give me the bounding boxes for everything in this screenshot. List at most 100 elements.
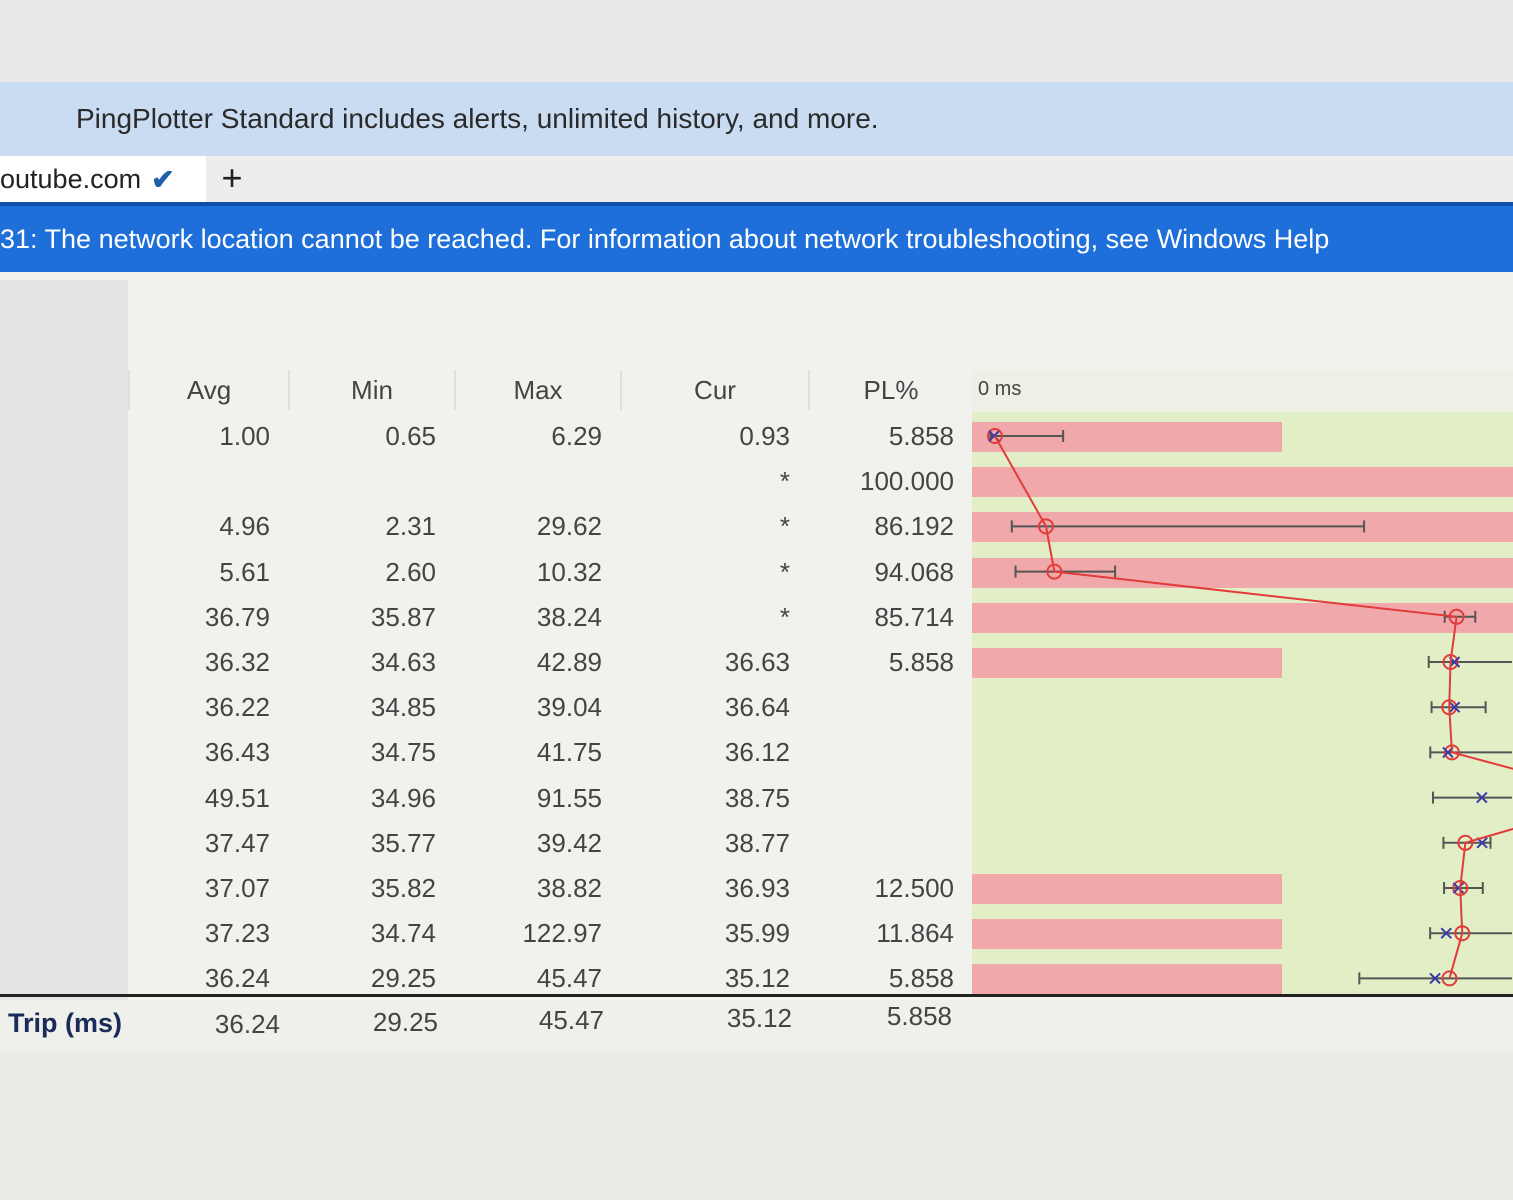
cell-avg — [128, 463, 270, 499]
cell-cur: 0.93 — [739, 421, 790, 451]
trip-min: 29.25 — [372, 1007, 438, 1037]
cell-max: 29.62 — [536, 511, 602, 542]
cell-cur: * — [779, 556, 790, 587]
avg-latency-marker — [986, 428, 1003, 444]
current-latency-marker — [1429, 972, 1441, 985]
current-latency-marker — [1440, 927, 1452, 939]
current-latency-marker — [1448, 701, 1461, 713]
cell-min: 34.74 — [370, 918, 436, 949]
trip-max: 45.47 — [538, 1005, 604, 1035]
cell-avg: 5.61 — [219, 556, 270, 587]
cell-pl: 5.858 — [888, 647, 954, 677]
tab-target[interactable]: outube.com ✔ — [0, 156, 206, 202]
cell-max: 38.82 — [536, 873, 602, 903]
cell-max: 6.29 — [551, 421, 602, 451]
tab-bar: outube.com ✔ + — [0, 156, 1513, 202]
cell-cur: 38.77 — [724, 827, 790, 858]
cell-min: 34.75 — [370, 737, 436, 768]
cell-cur: 38.75 — [724, 782, 790, 813]
cell-min: 34.96 — [370, 782, 436, 813]
cell-avg: 36.24 — [204, 963, 270, 994]
packet-loss-bar — [972, 467, 1513, 498]
cell-max: 39.42 — [536, 827, 602, 858]
column-header-cur[interactable]: Cur — [620, 370, 808, 410]
trip-avg: 36.24 — [214, 1009, 280, 1039]
packet-loss-bar — [972, 919, 1282, 950]
cell-pl: 5.858 — [888, 963, 954, 994]
cell-pl — [808, 825, 954, 861]
cell-max: 91.55 — [536, 782, 602, 813]
cell-cur: * — [779, 601, 790, 632]
cell-pl: 12.500 — [874, 873, 954, 903]
cell-avg: 1.00 — [219, 421, 270, 451]
cell-max: 10.32 — [536, 556, 602, 587]
cell-pl: 100.000 — [860, 466, 954, 497]
tab-label: outube.com — [0, 163, 142, 194]
error-message: 31: The network location cannot be reach… — [0, 223, 1330, 254]
packet-loss-bar — [972, 648, 1282, 678]
check-icon: ✔ — [151, 163, 175, 195]
packet-loss-bar — [972, 602, 1513, 633]
cell-avg: 4.96 — [219, 511, 270, 542]
cell-pl: 94.068 — [874, 556, 954, 587]
cell-pl: 5.858 — [888, 421, 954, 451]
add-tab-button[interactable]: + — [221, 157, 243, 198]
cell-avg: 37.47 — [204, 827, 270, 858]
current-latency-marker — [1452, 882, 1465, 894]
cell-cur: 36.64 — [724, 692, 790, 723]
cell-min: 35.87 — [370, 601, 436, 632]
avg-latency-marker — [1037, 518, 1054, 535]
cell-avg: 37.23 — [204, 918, 270, 949]
packet-loss-bar — [972, 964, 1282, 995]
cell-cur: 36.93 — [724, 873, 790, 903]
column-header-min[interactable]: Min — [288, 370, 454, 410]
window-top-strip — [0, 0, 1513, 82]
cell-pl — [808, 689, 954, 725]
cell-cur: * — [779, 511, 790, 542]
promo-banner[interactable]: PingPlotter Standard includes alerts, un… — [0, 82, 1513, 156]
cell-cur: 36.12 — [724, 737, 790, 768]
cell-avg: 37.07 — [204, 873, 270, 903]
current-latency-marker — [1476, 791, 1488, 804]
cell-min: 34.63 — [370, 647, 436, 677]
cell-cur: 36.63 — [724, 647, 790, 677]
bottom-area — [0, 1050, 1513, 1200]
cell-cur: * — [779, 466, 790, 497]
cell-min: 2.31 — [385, 511, 436, 542]
packet-loss-bar — [972, 874, 1282, 904]
cell-avg: 36.79 — [204, 601, 270, 632]
cell-avg: 36.43 — [204, 737, 270, 768]
summary-separator — [0, 994, 1513, 997]
cell-pl: 11.864 — [876, 918, 954, 949]
cell-min: 2.60 — [385, 556, 436, 587]
trip-cur: 35.12 — [726, 1003, 792, 1033]
graph-scale-label: 0 ms — [978, 378, 1022, 400]
cell-pl: 86.192 — [874, 511, 954, 542]
hostname-column — [0, 280, 128, 1000]
trip-label: Trip (ms) — [8, 1008, 123, 1038]
avg-latency-marker — [1441, 970, 1458, 987]
cell-max: 39.04 — [536, 692, 602, 723]
cell-pl — [808, 734, 954, 770]
error-banner: 31: The network location cannot be reach… — [0, 202, 1513, 272]
cell-min: 0.65 — [385, 421, 436, 451]
graph-header — [972, 370, 1513, 412]
avg-latency-line — [994, 435, 1513, 979]
promo-text: PingPlotter Standard includes alerts, un… — [76, 103, 879, 134]
column-header-pl[interactable]: PL% — [808, 370, 972, 410]
cell-avg: 36.22 — [204, 692, 270, 723]
cell-max — [454, 463, 602, 499]
cell-pl: 85.714 — [874, 601, 954, 632]
cell-avg: 36.32 — [204, 647, 270, 677]
cell-max: 122.97 — [522, 918, 602, 949]
cell-min: 29.25 — [370, 963, 436, 994]
cell-pl — [808, 780, 954, 816]
cell-max: 45.47 — [536, 963, 602, 994]
cell-min: 34.85 — [370, 692, 436, 723]
cell-cur: 35.99 — [724, 918, 790, 949]
cell-min: 35.77 — [370, 827, 436, 858]
trip-pl: 5.858 — [886, 1001, 952, 1031]
column-header-max[interactable]: Max — [454, 370, 620, 410]
cell-min — [288, 463, 436, 499]
column-header-avg[interactable]: Avg — [128, 370, 288, 410]
